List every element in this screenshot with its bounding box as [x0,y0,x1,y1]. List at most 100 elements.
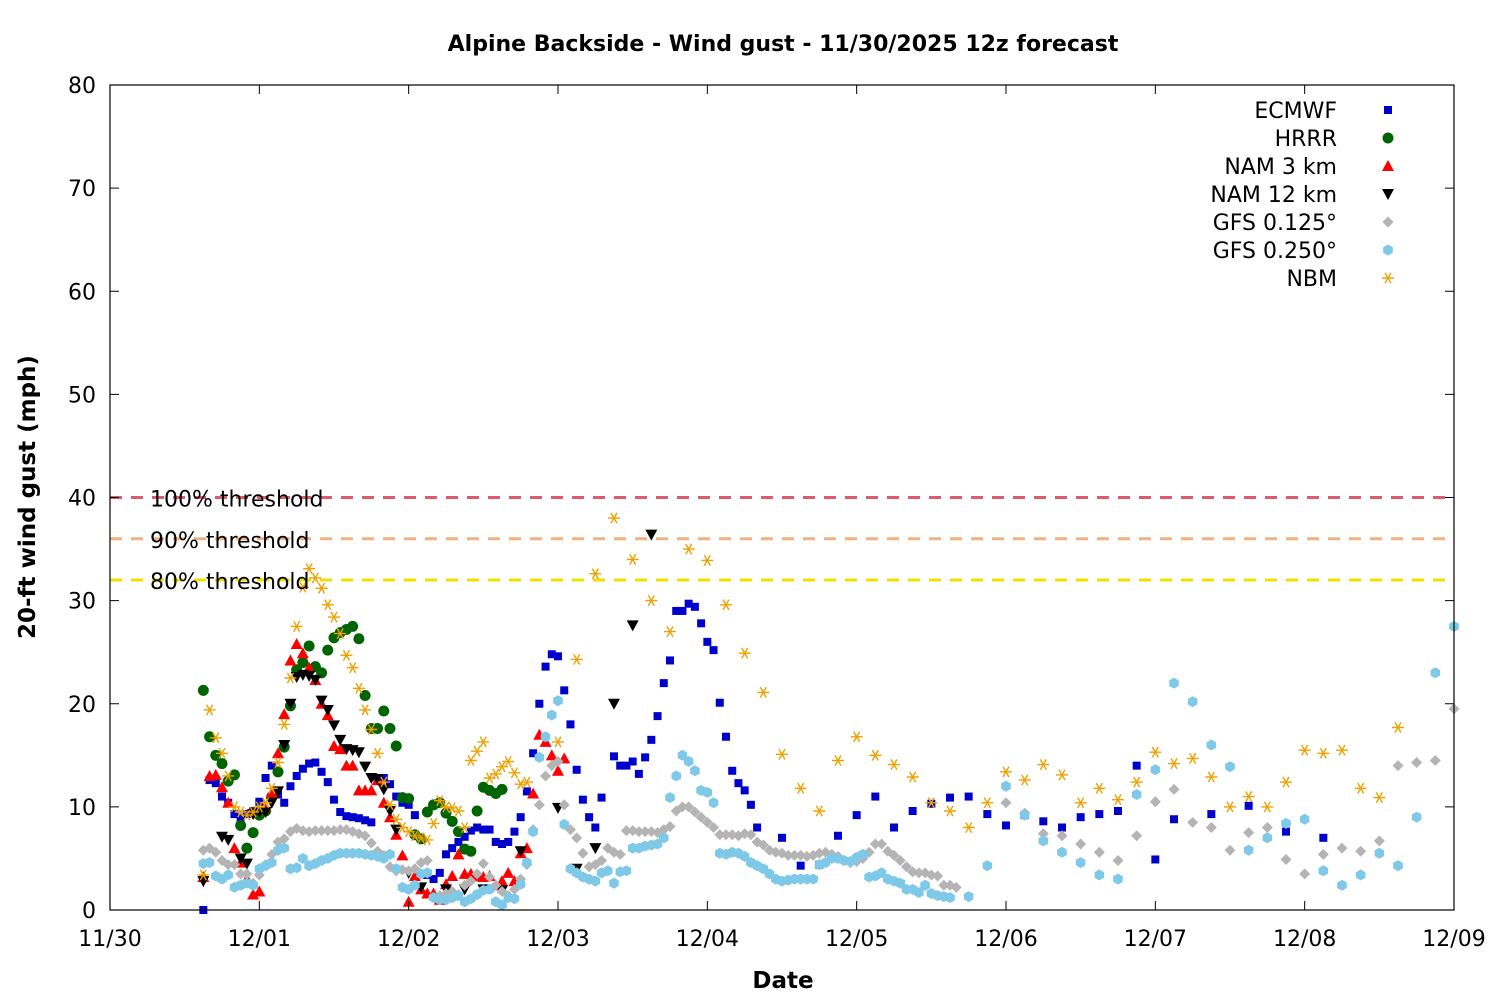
data-point [278,833,290,845]
data-point [410,811,419,820]
x-tick-label: 12/08 [1273,927,1336,952]
y-tick-label: 50 [68,383,96,408]
data-point [715,698,724,707]
data-point [722,732,730,741]
data-point [305,759,314,768]
data-point [982,860,993,872]
data-point [622,761,631,770]
data-point [757,839,769,851]
data-point [832,754,844,767]
data-point [491,837,500,846]
data-point [265,797,278,809]
data-point [1038,835,1049,847]
data-point [284,672,297,684]
data-point [1131,830,1143,842]
data-point [871,792,880,801]
data-point [484,883,495,895]
legend-label: NBM [1286,267,1337,292]
data-point [1112,855,1124,866]
data-point [850,731,863,743]
data-point [703,637,712,646]
data-point [1001,780,1011,792]
data-point [540,770,552,782]
data-point [1039,817,1048,826]
data-point [303,670,316,682]
data-point [1095,810,1104,819]
data-point [464,754,477,767]
data-point [359,690,371,701]
data-point [708,822,720,833]
data-point [1000,766,1012,778]
data-point [471,745,484,757]
data-point [788,849,800,861]
data-point [553,695,563,707]
data-point [209,768,222,780]
data-point [757,686,770,698]
data-point [621,865,632,877]
series-6 [197,512,1404,881]
data-point [435,868,444,877]
data-point [1151,855,1160,864]
data-point [695,811,707,823]
x-tick-label: 12/01 [228,927,291,952]
data-point [626,553,639,565]
data-point [962,821,975,834]
data-point [1318,865,1329,877]
data-point [1056,769,1068,781]
y-axis-label: 20-ft wind gust (mph) [15,355,41,639]
data-point [1168,783,1180,795]
data-point [925,797,938,809]
data-point [210,846,222,858]
data-point [1282,827,1290,836]
data-point [666,656,674,665]
data-point [471,868,483,880]
data-point [223,869,233,881]
data-point [1355,869,1366,881]
data-point [684,599,693,608]
data-point [796,861,805,870]
data-point [1299,813,1310,825]
data-point [1355,845,1367,857]
data-point [377,776,390,788]
data-point [235,819,247,831]
data-point [1243,827,1255,839]
data-point [920,879,930,891]
x-tick-label: 12/09 [1422,927,1485,952]
data-point [1337,879,1347,891]
data-point [446,869,459,881]
x-tick-label: 12/04 [676,927,739,952]
data-point [204,857,215,869]
data-point [365,784,378,796]
x-tick-label: 11/30 [78,927,141,952]
data-point [497,899,507,911]
data-point [1392,760,1404,772]
y-tick-label: 0 [82,899,96,924]
data-point [346,662,359,674]
x-tick-label: 12/06 [974,927,1037,952]
data-point [570,653,583,665]
data-point [813,805,826,817]
data-point [1373,835,1385,847]
data-point [1281,817,1291,829]
data-point [533,799,545,811]
data-point [421,855,433,866]
data-point [894,855,906,866]
data-point [964,792,973,801]
data-point [365,837,377,849]
data-point [321,704,334,716]
data-point [408,830,421,842]
data-point [1056,830,1068,842]
data-point [702,786,713,798]
data-point [460,832,469,841]
y-tick-label: 10 [68,796,96,821]
data-point [278,718,291,730]
data-point [479,825,488,834]
data-point [334,743,347,755]
data-point [241,842,253,854]
data-point [454,837,463,846]
x-tick-label: 12/07 [1124,927,1187,952]
data-point [448,844,457,853]
data-point [1186,752,1199,764]
data-point [578,795,587,804]
data-point [697,619,706,628]
